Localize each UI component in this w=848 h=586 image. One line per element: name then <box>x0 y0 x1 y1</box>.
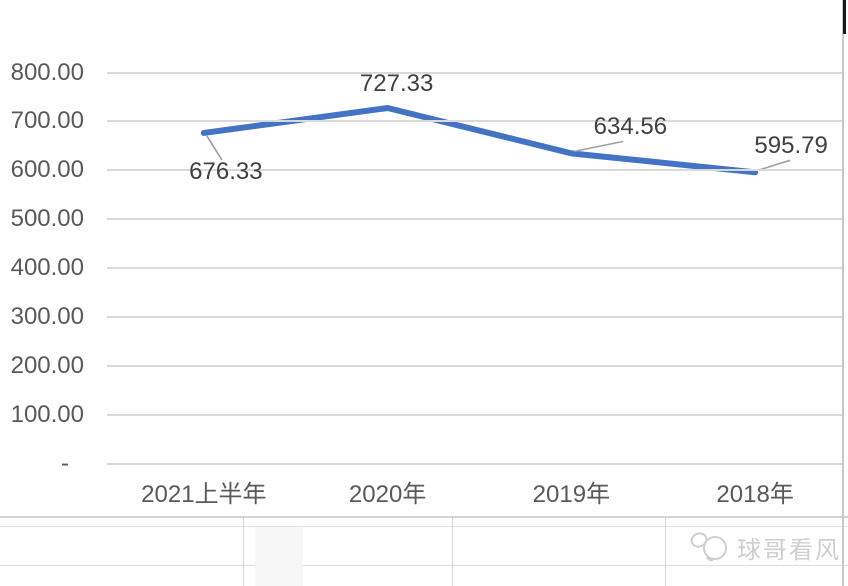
horizontal-gridline <box>107 71 842 74</box>
data-label: 727.33 <box>359 70 434 98</box>
y-axis-tick-label: 600.00 <box>10 156 84 184</box>
horizontal-gridline <box>107 218 842 221</box>
y-axis-tick-label: 800.00 <box>10 58 84 86</box>
horizontal-gridline <box>107 169 842 172</box>
y-axis-tick-label: 500.00 <box>10 205 84 233</box>
watermark-text: 球哥看风 <box>737 536 841 564</box>
sheet-row-border <box>0 526 848 527</box>
x-axis-category-label: 2020年 <box>348 481 427 508</box>
window-edge-segment <box>843 0 846 34</box>
horizontal-gridline <box>107 120 842 123</box>
horizontal-gridline <box>107 413 842 416</box>
data-label: 634.56 <box>593 113 668 141</box>
sheet-row-border <box>0 565 848 566</box>
x-axis-category-label: 2018年 <box>716 481 794 508</box>
horizontal-gridline <box>107 315 842 318</box>
label-leader-line <box>574 140 624 153</box>
horizontal-gridline <box>107 462 842 465</box>
horizontal-gridline <box>107 267 842 269</box>
sheet-cell-shading <box>255 527 303 586</box>
label-leader-line <box>757 159 791 172</box>
y-axis-tick-label: - <box>61 449 69 477</box>
horizontal-gridline <box>107 364 842 367</box>
data-label: 676.33 <box>189 157 263 185</box>
label-leader-line <box>206 135 223 161</box>
sheet-right-column-border <box>842 0 844 586</box>
data-label: 595.79 <box>754 132 828 160</box>
y-axis-tick-label: 400.00 <box>10 254 84 281</box>
y-axis-tick-label: 300.00 <box>10 302 84 330</box>
y-axis-tick-label: 700.00 <box>10 107 84 135</box>
sheet-column-border <box>665 517 666 586</box>
watermark-logo-icon <box>690 532 727 562</box>
sheet-column-border <box>452 517 453 586</box>
x-axis-category-label: 2021上半年 <box>141 481 267 508</box>
watermark: 球哥看风 <box>690 531 841 564</box>
sheet-row-border <box>0 516 848 518</box>
x-axis-category-label: 2019年 <box>532 481 611 508</box>
sheet-column-border <box>243 517 244 586</box>
y-axis-tick-label: 100.00 <box>10 400 84 428</box>
y-axis-tick-label: 200.00 <box>10 351 84 379</box>
